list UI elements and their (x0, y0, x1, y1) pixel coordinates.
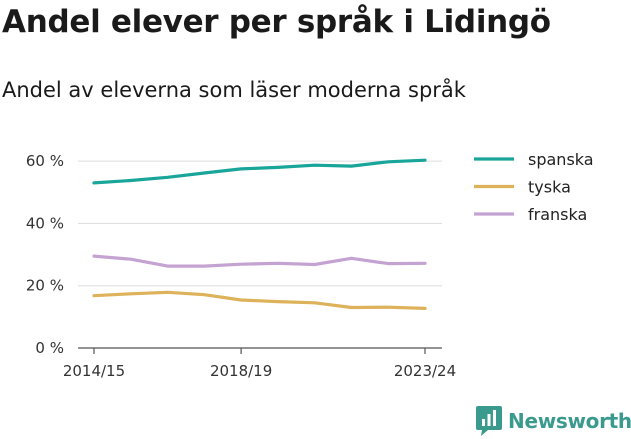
legend-label-spanska: spanska (528, 150, 594, 169)
x-tick-label: 2023/24 (394, 362, 456, 380)
y-tick-label: 40 % (26, 214, 64, 232)
newsworthy-icon (476, 406, 502, 436)
series-line-spanska (92, 158, 427, 185)
legend-label-tyska: tyska (528, 178, 571, 197)
series-line-franska (92, 254, 427, 268)
legend-label-franska: franska (528, 205, 587, 224)
brand-name: Newsworthy (508, 409, 631, 433)
y-tick-label: 20 % (26, 277, 64, 295)
chart-title: Andel elever per språk i Lidingö (2, 4, 551, 40)
newsworthy-logo: Newsworthy (476, 406, 631, 436)
legend: spanska tyska franska (474, 150, 594, 224)
y-axis-ticks: 0 % 20 % 40 % 60 % (26, 152, 64, 357)
y-tick-label: 60 % (26, 152, 64, 170)
x-tick-label: 2018/19 (210, 362, 272, 380)
series-line-tyska (92, 290, 427, 310)
x-axis-ticks: 2014/15 2018/19 2023/24 (63, 348, 456, 380)
grid-lines (78, 160, 442, 349)
x-tick-label: 2014/15 (63, 362, 125, 380)
series-lines (92, 158, 427, 310)
chart-subtitle: Andel av eleverna som läser moderna språ… (2, 78, 466, 102)
y-tick-label: 0 % (35, 339, 64, 357)
